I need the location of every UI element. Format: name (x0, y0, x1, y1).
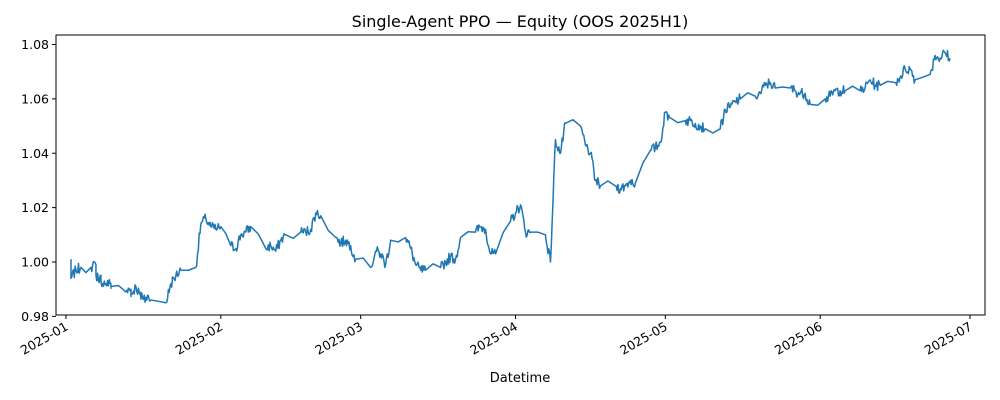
x-axis-label: Datetime (490, 371, 550, 386)
x-tick-label: 2025-02 (173, 319, 226, 358)
y-tick-label: 1.00 (21, 254, 49, 269)
y-tick-label: 1.02 (21, 200, 49, 215)
plot-area (55, 34, 986, 316)
x-tick-label: 2025-05 (617, 319, 670, 358)
y-axis: 0.98 1.00 1.02 1.04 1.06 1.08 (21, 37, 56, 324)
equity-line (70, 49, 951, 304)
series-layer (70, 49, 951, 304)
y-tick-label: 1.08 (21, 37, 49, 52)
chart-title: Single-Agent PPO — Equity (OOS 2025H1) (352, 12, 689, 31)
y-tick-label: 1.04 (21, 146, 49, 161)
x-tick-label: 2025-01 (18, 319, 71, 358)
y-tick-label: 1.06 (21, 91, 49, 106)
x-tick-label: 2025-06 (772, 319, 825, 358)
x-tick-label: 2025-07 (922, 319, 975, 358)
x-axis: 2025-01 2025-02 2025-03 2025-04 2025-05 2025-… (18, 315, 975, 358)
x-tick-label: 2025-03 (312, 319, 365, 358)
y-tick-label: 0.98 (21, 309, 49, 324)
plot-frame (55, 34, 986, 316)
x-tick-label: 2025-04 (467, 319, 520, 358)
